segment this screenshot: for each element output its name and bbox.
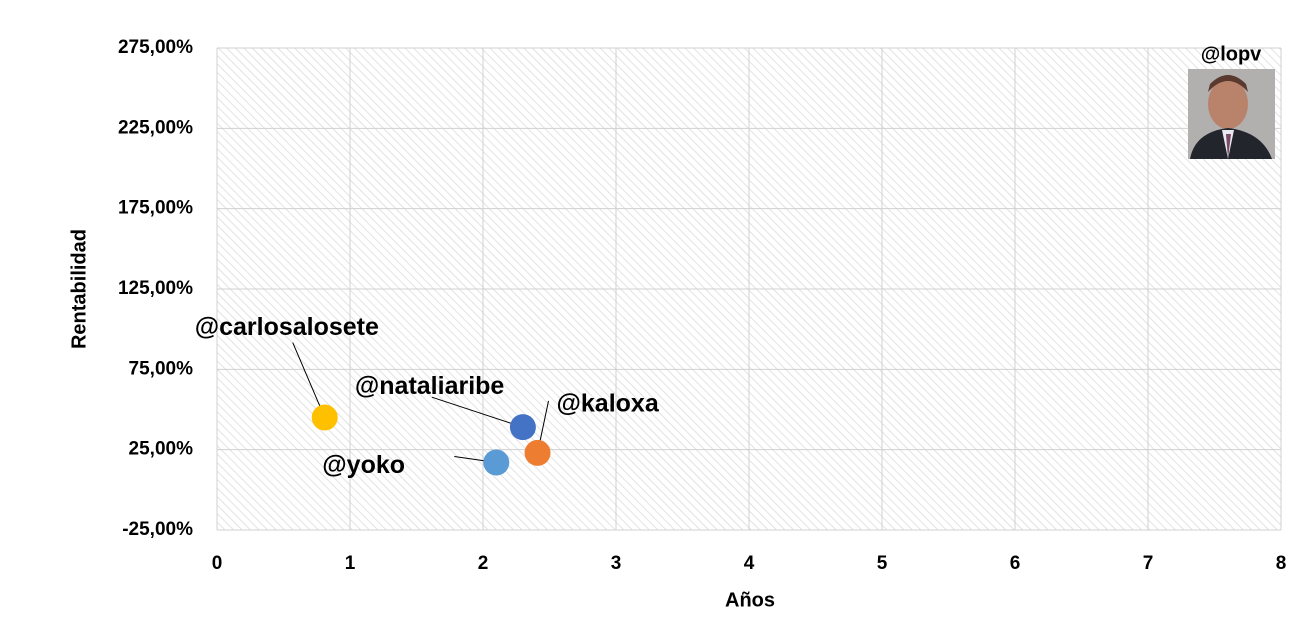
x-tick-label: 3 bbox=[611, 553, 622, 574]
point-label: @nataliaribe bbox=[355, 372, 505, 400]
photo bbox=[1188, 69, 1275, 159]
point bbox=[524, 439, 551, 466]
x-tick-label: 2 bbox=[478, 553, 489, 574]
y-axis-title: Rentabilidad bbox=[68, 229, 90, 349]
y-tick-label: 25,00% bbox=[129, 439, 194, 460]
x-tick-label: 8 bbox=[1276, 553, 1287, 574]
point bbox=[483, 449, 510, 476]
point-label: @kaloxa bbox=[557, 389, 660, 417]
x-tick-label: 7 bbox=[1143, 553, 1154, 574]
leader-line bbox=[431, 396, 524, 428]
annotation: @lopv bbox=[1201, 43, 1262, 65]
point-label: @carlosalosete bbox=[195, 313, 379, 341]
x-axis-title: Años bbox=[725, 589, 775, 611]
leader-line bbox=[292, 342, 326, 418]
y-tick-label: 225,00% bbox=[118, 117, 193, 138]
y-tick-label: 75,00% bbox=[129, 358, 194, 379]
y-tick-label: 275,00% bbox=[118, 37, 193, 58]
y-tick-label: 125,00% bbox=[118, 278, 193, 299]
x-tick-label: 0 bbox=[212, 553, 223, 574]
x-tick-label: 1 bbox=[345, 553, 356, 574]
y-tick-label: 175,00% bbox=[118, 198, 193, 219]
x-tick-label: 5 bbox=[877, 553, 888, 574]
x-tick-label: 4 bbox=[744, 553, 755, 574]
y-tick-label: -25,00% bbox=[122, 519, 193, 540]
x-tick-label: 6 bbox=[1010, 553, 1021, 574]
point bbox=[311, 404, 338, 431]
point-label: @yoko bbox=[322, 451, 405, 479]
point bbox=[509, 414, 536, 441]
grid bbox=[216, 47, 1282, 531]
